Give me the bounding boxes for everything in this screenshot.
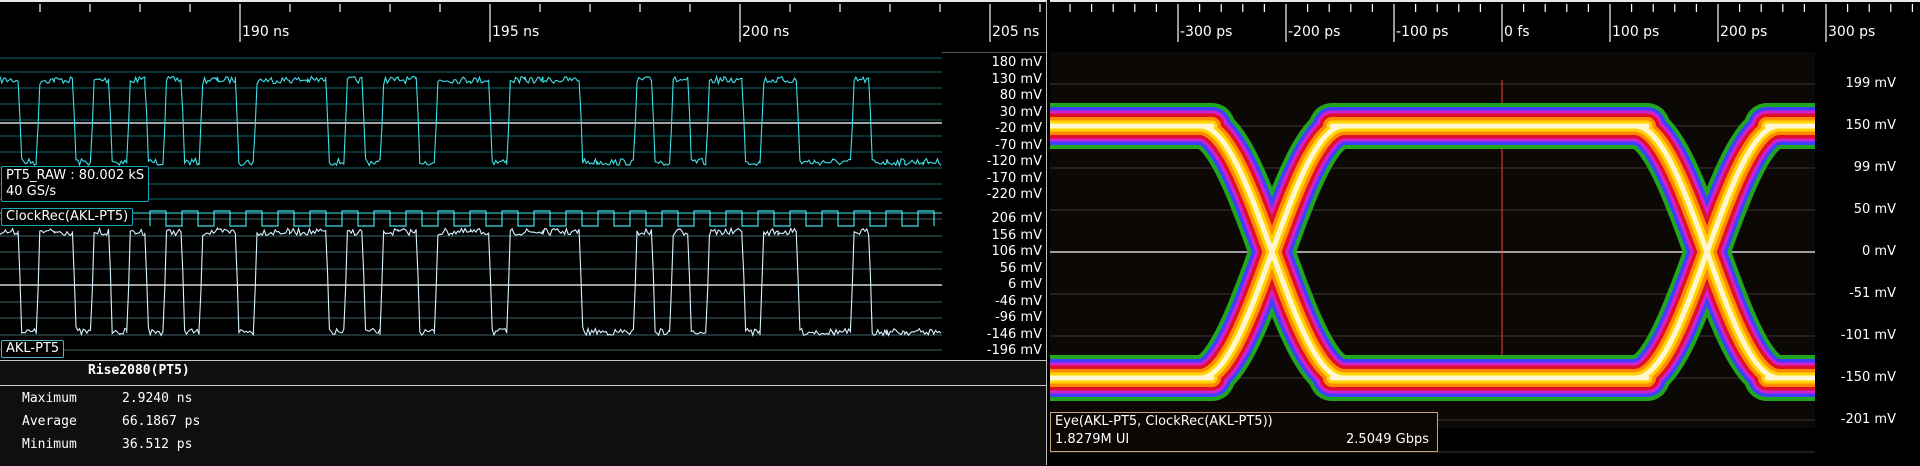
measurement-separator bbox=[0, 385, 1046, 386]
time-ruler-ticks bbox=[39, 4, 1041, 42]
y-axis-label: 99 mV bbox=[1853, 160, 1896, 175]
measurement-panel: Rise2080(PT5) Maximum 2.9240 ns Average 66… bbox=[0, 360, 1046, 466]
y-axis-label: 6 mV bbox=[1008, 277, 1042, 292]
clock-channel-label[interactable]: ClockRec(AKL-PT5) bbox=[1, 208, 134, 226]
eye-diagram-pane[interactable]: -300 ps -200 ps -100 ps 0 fs 100 ps 200 ps 300… bbox=[1050, 0, 1920, 465]
channel-separator bbox=[0, 212, 942, 214]
y-axis-label: -196 mV bbox=[986, 343, 1042, 358]
eye-time-axis-label: 100 ps bbox=[1612, 24, 1660, 40]
y-axis-label: 130 mV bbox=[991, 71, 1042, 87]
eye-time-axis-label: 300 ps bbox=[1828, 24, 1876, 40]
upper-trace bbox=[0, 74, 942, 168]
channel-sample-count: PT5_RAW : 80.002 kS bbox=[6, 168, 145, 183]
time-axis-label: 195 ns bbox=[492, 24, 540, 40]
eye-density-band bbox=[1197, 123, 1347, 381]
y-axis-label: -51 mV bbox=[1849, 286, 1896, 301]
eye-axis-background bbox=[1815, 52, 1920, 465]
measurement-title[interactable]: Rise2080(PT5) bbox=[88, 363, 190, 378]
eye-ui-count: 1.8279M UI bbox=[1055, 432, 1130, 447]
eye-time-axis-label: -200 ps bbox=[1288, 24, 1341, 40]
channel-info-box[interactable]: PT5_RAW : 80.002 kS 40 GS/s bbox=[1, 166, 150, 202]
channel-sample-rate: 40 GS/s bbox=[6, 184, 57, 199]
y-axis-label: -101 mV bbox=[1840, 328, 1896, 343]
eye-time-ruler-ticks bbox=[1069, 4, 1914, 42]
y-axis-label: -220 mV bbox=[986, 187, 1042, 202]
y-axis-label: -146 mV bbox=[986, 326, 1042, 342]
y-axis-label: 80 mV bbox=[999, 88, 1042, 103]
measurement-name: Average bbox=[22, 414, 77, 429]
eye-bit-rate: 2.5049 Gbps bbox=[1346, 432, 1429, 447]
time-axis-label: 190 ns bbox=[242, 24, 290, 40]
waveform-background bbox=[0, 52, 942, 358]
y-axis-label: 106 mV bbox=[991, 244, 1042, 259]
y-axis-label: 156 mV bbox=[991, 227, 1042, 243]
eye-time-axis-label: 0 fs bbox=[1504, 24, 1530, 40]
time-axis-label: 200 ns bbox=[742, 24, 790, 40]
time-ruler[interactable]: 190 ns 195 ns 200 ns 205 ns bbox=[0, 0, 1046, 53]
eye-diagram-plot[interactable] bbox=[1050, 0, 1920, 465]
eye-time-axis-label: 200 ps bbox=[1720, 24, 1768, 40]
lower-trace bbox=[0, 226, 942, 337]
y-axis-label: -20 mV bbox=[995, 121, 1042, 136]
clock-trace bbox=[149, 210, 935, 227]
y-axis-label: 206 mV bbox=[991, 211, 1042, 226]
y-axis-label: -201 mV bbox=[1840, 412, 1896, 427]
measurement-value: 36.512 ps bbox=[122, 437, 193, 452]
measurement-name: Minimum bbox=[22, 437, 77, 452]
y-axis-label: 0 mV bbox=[1862, 244, 1896, 259]
y-axis-label: -170 mV bbox=[986, 170, 1042, 186]
eye-time-ruler[interactable]: -300 ps -200 ps -100 ps 0 fs 100 ps 200 ps 300… bbox=[1050, 0, 1920, 53]
measurement-row-average: Average 66.1867 ps bbox=[22, 414, 200, 429]
eye-info-box[interactable]: Eye(AKL-PT5, ClockRec(AKL-PT5)) 1.8279M … bbox=[1050, 412, 1438, 452]
y-axis-label: 199 mV bbox=[1845, 76, 1896, 91]
eye-source-label: Eye(AKL-PT5, ClockRec(AKL-PT5)) bbox=[1055, 414, 1273, 429]
eye-time-axis-label: -300 ps bbox=[1180, 24, 1233, 40]
y-axis-label: -46 mV bbox=[995, 293, 1042, 309]
y-axis-label: 180 mV bbox=[991, 55, 1042, 70]
y-axis-label: -96 mV bbox=[995, 310, 1042, 325]
y-axis-label: -70 mV bbox=[995, 137, 1042, 153]
y-axis-label: -150 mV bbox=[1840, 370, 1896, 385]
measurement-row-minimum: Minimum 36.512 ps bbox=[22, 437, 192, 452]
data-channel-label[interactable]: AKL-PT5 bbox=[1, 340, 65, 358]
measurement-value: 2.9240 ns bbox=[122, 391, 193, 406]
measurement-value: 66.1867 ps bbox=[122, 414, 201, 429]
y-axis-label: 56 mV bbox=[999, 260, 1042, 276]
y-axis-label: 30 mV bbox=[999, 104, 1042, 120]
y-axis-label: -120 mV bbox=[986, 154, 1042, 169]
time-axis-label: 205 ns bbox=[992, 24, 1040, 40]
eye-density-band bbox=[1632, 123, 1782, 381]
y-axis-label: 150 mV bbox=[1845, 118, 1896, 133]
pane-divider[interactable] bbox=[1046, 0, 1051, 465]
measurement-row-maximum: Maximum 2.9240 ns bbox=[22, 391, 192, 406]
y-axis-label: 50 mV bbox=[1853, 202, 1896, 217]
eye-time-axis-label: -100 ps bbox=[1396, 24, 1449, 40]
measurement-name: Maximum bbox=[22, 391, 77, 406]
waveform-plot[interactable] bbox=[0, 0, 1046, 360]
